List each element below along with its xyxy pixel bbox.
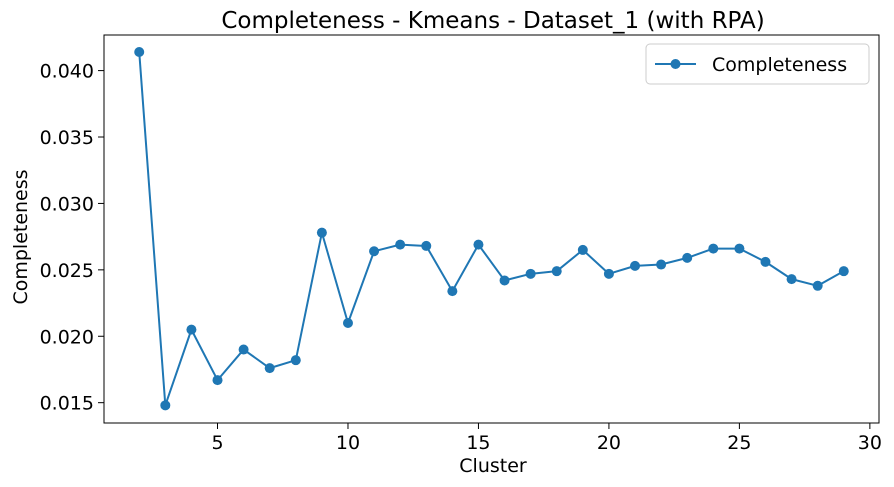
- x-tick-label: 30: [858, 432, 882, 454]
- legend-box: [645, 43, 870, 85]
- data-point: [708, 243, 719, 254]
- x-tick-label: 25: [727, 432, 751, 454]
- series-line: [138, 51, 845, 407]
- data-point: [734, 243, 745, 254]
- data-point: [838, 266, 849, 277]
- data-point: [786, 274, 797, 285]
- data-point: [473, 239, 484, 250]
- data-point: [134, 47, 145, 58]
- legend-label-completeness: Completeness: [712, 54, 847, 76]
- data-point: [577, 244, 588, 255]
- data-point: [395, 239, 406, 250]
- y-axis-label: Completeness: [10, 169, 32, 304]
- data-point: [238, 344, 249, 355]
- x-tick-label: 5: [211, 432, 223, 454]
- data-point: [421, 240, 432, 251]
- plot-frame: [103, 34, 880, 424]
- y-axis-ticks: 0.015 0.020 0.025 0.030 0.035 0.040: [40, 61, 104, 415]
- data-point: [160, 400, 171, 411]
- data-point: [499, 275, 510, 286]
- y-tick-label: 0.030: [40, 193, 94, 215]
- x-tick-label: 20: [597, 432, 621, 454]
- data-point: [290, 355, 301, 366]
- data-point: [551, 266, 562, 277]
- y-tick-label: 0.020: [40, 326, 94, 348]
- x-axis-label: Cluster: [459, 455, 527, 477]
- legend-marker-swatch: [670, 59, 681, 69]
- y-tick-label: 0.025: [40, 260, 94, 282]
- y-tick-label: 0.015: [40, 393, 94, 415]
- data-point: [316, 227, 327, 238]
- x-axis-ticks: 5 10 15 20 25 30: [211, 423, 882, 454]
- y-tick-label: 0.035: [40, 127, 94, 149]
- data-point: [682, 252, 693, 263]
- y-tick-label: 0.040: [40, 61, 94, 83]
- data-point: [369, 246, 380, 257]
- x-tick-label: 15: [466, 432, 490, 454]
- data-point: [630, 260, 641, 271]
- data-point: [186, 324, 197, 335]
- chart-title: Completeness - Kmeans - Dataset_1 (with …: [221, 8, 764, 34]
- legend: Completeness: [645, 43, 870, 85]
- data-point: [447, 286, 458, 297]
- data-point: [525, 268, 536, 279]
- data-point: [812, 280, 823, 291]
- data-point: [342, 317, 353, 328]
- x-tick-label: 10: [336, 432, 360, 454]
- plot-area: 5 10 15 20 25 30 0.0150.0200.0250.0300.0350.0…: [40, 34, 882, 454]
- data-point: [603, 268, 614, 279]
- data-point: [656, 259, 667, 270]
- data-point: [212, 375, 223, 386]
- data-point: [760, 256, 771, 267]
- data-point: [264, 363, 275, 374]
- series-layer: [134, 47, 849, 411]
